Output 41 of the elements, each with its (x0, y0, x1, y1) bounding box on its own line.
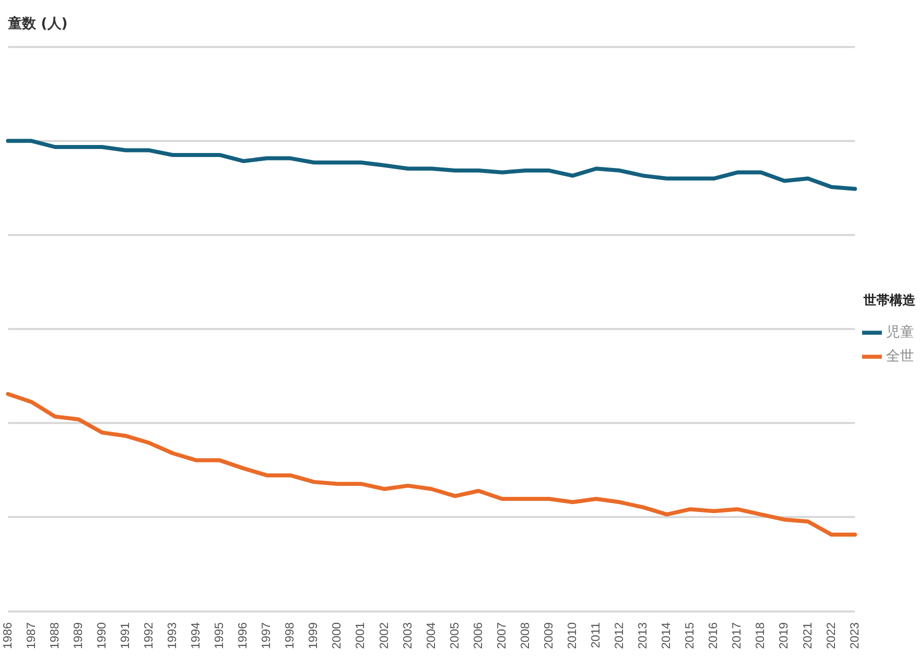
x-tick-label: 2015 (682, 622, 697, 650)
x-tick-label: 1998 (282, 622, 297, 650)
x-tick-label: 2010 (564, 622, 579, 650)
x-tick-label: 1992 (141, 622, 156, 650)
x-tick-label: 2023 (847, 622, 862, 650)
x-tick-label: 1997 (259, 622, 274, 650)
x-tick-label: 2003 (400, 622, 414, 650)
x-tick-label: 1988 (47, 622, 62, 650)
x-tick-label: 2008 (518, 622, 532, 650)
x-tick-label: 1991 (118, 622, 132, 650)
x-tick-label: 2009 (541, 622, 556, 650)
x-tick-label: 2011 (588, 622, 603, 648)
x-tick-label: 2004 (424, 622, 438, 650)
x-tick-label: 1989 (70, 622, 85, 650)
x-tick-label: 2018 (753, 622, 768, 650)
x-tick-label: 1994 (188, 622, 203, 650)
legend-title: 世帯構造 (862, 292, 916, 308)
x-tick-label: 2001 (353, 622, 368, 650)
x-tick-label: 2007 (494, 622, 508, 650)
x-tick-label: 2019 (776, 622, 791, 650)
chart-title: 童数 (人) (7, 15, 68, 32)
x-tick-label: 2006 (470, 622, 485, 650)
legend-label: 全世 (886, 348, 914, 364)
x-tick-label: 1987 (24, 622, 38, 650)
x-tick-label: 2014 (659, 622, 674, 650)
x-tick-label: 1986 (0, 622, 14, 650)
x-tick-label: 2021 (800, 622, 814, 650)
x-tick-label: 1990 (94, 622, 108, 650)
x-tick-label: 2000 (330, 622, 344, 650)
x-tick-label: 2016 (706, 622, 720, 650)
x-tick-label: 2005 (447, 622, 462, 650)
x-tick-label: 2002 (376, 622, 391, 650)
x-tick-label: 1993 (165, 622, 180, 650)
legend-label: 児童 (886, 324, 914, 340)
x-tick-label: 2012 (612, 622, 626, 650)
x-tick-label: 1995 (212, 622, 226, 650)
x-tick-label: 2013 (636, 622, 650, 650)
x-tick-label: 1999 (306, 622, 320, 650)
x-tick-label: 2022 (824, 622, 838, 650)
x-tick-label: 1996 (236, 622, 250, 650)
x-tick-label: 2017 (730, 622, 744, 650)
